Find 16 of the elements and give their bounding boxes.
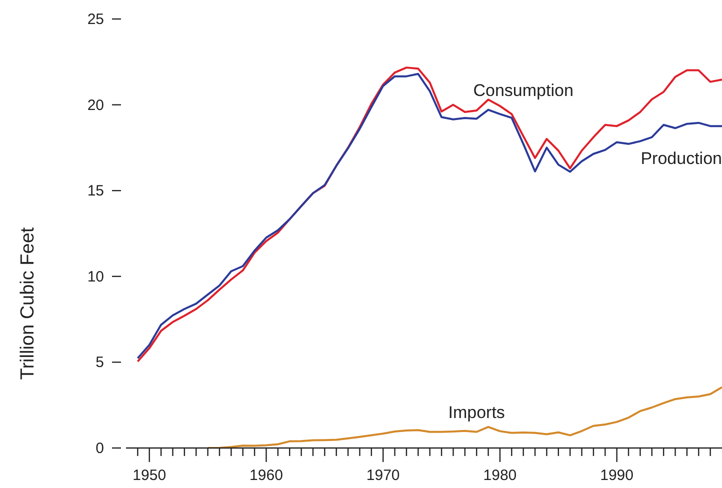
- x-tick-label: 1980: [483, 467, 517, 484]
- series-label: Imports: [448, 402, 505, 422]
- y-axis-title: Trillion Cubic Feet: [18, 226, 39, 380]
- y-tick-label: 5: [96, 354, 104, 372]
- x-tick-label: 1990: [600, 467, 634, 484]
- y-tick-label: 20: [87, 96, 104, 114]
- series-label: Production: [640, 149, 722, 168]
- x-tick-label: 1950: [132, 467, 166, 484]
- y-tick-label: 25: [87, 11, 104, 28]
- y-tick-label: 10: [87, 268, 104, 286]
- line-series: [206, 386, 722, 448]
- series-label: Consumption: [473, 81, 574, 100]
- y-tick-label: 15: [87, 182, 104, 200]
- x-tick-label: 1960: [250, 467, 283, 484]
- y-tick-label: 0: [96, 440, 104, 457]
- x-tick-label: 1970: [366, 467, 400, 484]
